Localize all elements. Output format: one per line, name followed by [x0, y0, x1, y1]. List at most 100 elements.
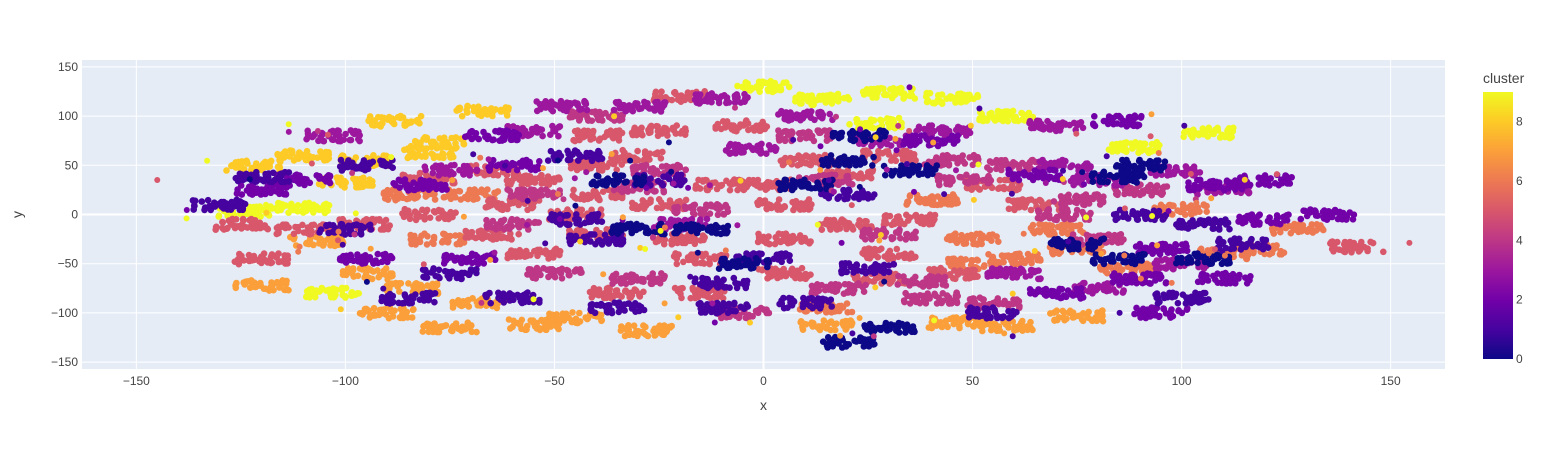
scatter-point: [1224, 130, 1231, 138]
scatter-point: [978, 240, 985, 248]
scatter-point: [550, 248, 558, 255]
scatter-point: [796, 206, 804, 213]
scatter-point: [473, 298, 481, 306]
scatter-point: [853, 116, 861, 123]
scatter-point: [1036, 158, 1043, 165]
scatter-point: [892, 229, 900, 236]
scatter-point: [1291, 220, 1298, 228]
scatter-point: [402, 122, 409, 129]
scatter-point: [706, 260, 713, 268]
scatter-point: [533, 128, 541, 136]
scatter-point: [515, 230, 522, 238]
scatter-point: [1158, 191, 1165, 198]
scatter-point: [1147, 181, 1154, 189]
scatter-point: [384, 225, 392, 233]
scatter-point: [754, 201, 762, 208]
scatter-point: [892, 217, 900, 224]
scatter-point: [310, 209, 317, 216]
scatter-point: [349, 266, 357, 274]
scatter-point: [762, 186, 769, 193]
scatter-point: [273, 278, 281, 286]
scatter-point: [797, 116, 804, 124]
scatter-point: [655, 329, 662, 336]
scatter-point: [1291, 226, 1299, 233]
scatter-point: [288, 147, 296, 155]
scatter-point: [583, 194, 590, 202]
scatter-point: [613, 166, 620, 174]
scatter-point: [926, 211, 934, 218]
scatter-point: [874, 253, 882, 261]
scatter-point: [911, 95, 919, 102]
scatter-point: [912, 279, 919, 287]
scatter-point: [1341, 248, 1348, 256]
scatter-point: [753, 122, 760, 130]
scatter-point: [781, 137, 789, 145]
scatter-point: [942, 317, 950, 325]
scatter-point: [441, 193, 449, 201]
scatter-point: [529, 317, 537, 324]
scatter-point: [400, 213, 408, 221]
scatter-point: [619, 279, 627, 286]
scatter-point: [944, 294, 952, 302]
scatter-point: [539, 132, 546, 140]
scatter-point: [366, 176, 373, 183]
scatter-point: [979, 322, 987, 330]
scatter-point: [808, 321, 816, 329]
scatter-point: [1020, 111, 1027, 118]
scatter-point: [956, 267, 964, 274]
scatter-point: [652, 91, 659, 98]
scatter-point: [713, 185, 721, 193]
scatter-point: [523, 247, 530, 255]
scatter-point: [916, 198, 924, 206]
scatter-point: [468, 328, 476, 336]
scatter-point: [448, 134, 456, 142]
scatter-point: [460, 140, 468, 148]
scatter-point: [662, 202, 670, 209]
scatter-point: [682, 196, 690, 204]
scatter-point: [647, 168, 654, 175]
scatter-point: [449, 153, 457, 161]
scatter-point: [274, 150, 281, 158]
scatter-point: [523, 326, 530, 334]
scatter-point: [882, 212, 890, 219]
scatter-point: [361, 308, 369, 315]
scatter-point: [868, 236, 875, 243]
scatter-point: [881, 91, 888, 99]
scatter-point: [782, 272, 790, 280]
scatter-point: [544, 173, 552, 180]
scatter-point: [1072, 222, 1080, 230]
scatter-point: [842, 221, 849, 229]
scatter-point: [923, 199, 931, 207]
scatter-point: [865, 252, 872, 259]
scatter-point: [702, 176, 709, 184]
scatter-points: [154, 77, 1413, 351]
scatter-point: [1112, 190, 1120, 198]
scatter-point: [401, 146, 408, 154]
scatter-point: [492, 171, 500, 178]
scatter-point: [306, 294, 314, 301]
scatter-point: [256, 219, 264, 227]
scatter-point: [926, 278, 934, 285]
scatter-point: [886, 124, 893, 131]
scatter-point: [1098, 316, 1106, 324]
scatter-point: [993, 259, 1001, 267]
scatter-point: [1063, 206, 1071, 213]
scatter-point: [892, 157, 900, 165]
scatter-point: [750, 176, 757, 184]
scatter-point: [1073, 206, 1081, 214]
scatter-point: [996, 327, 1003, 334]
scatter-point: [531, 323, 539, 330]
scatter-point: [931, 290, 938, 298]
scatter-point: [689, 206, 697, 213]
scatter-point: [1036, 196, 1043, 204]
scatter-point: [543, 250, 550, 258]
scatter-point: [760, 122, 767, 129]
scatter-point: [246, 277, 254, 285]
scatter-point: [290, 157, 298, 164]
scatter-point: [856, 174, 863, 181]
scatter-point: [1160, 183, 1168, 191]
scatter-point: [916, 299, 924, 307]
scatter-point: [248, 257, 256, 264]
scatter-point: [1187, 208, 1195, 216]
scatter-point: [844, 176, 852, 183]
